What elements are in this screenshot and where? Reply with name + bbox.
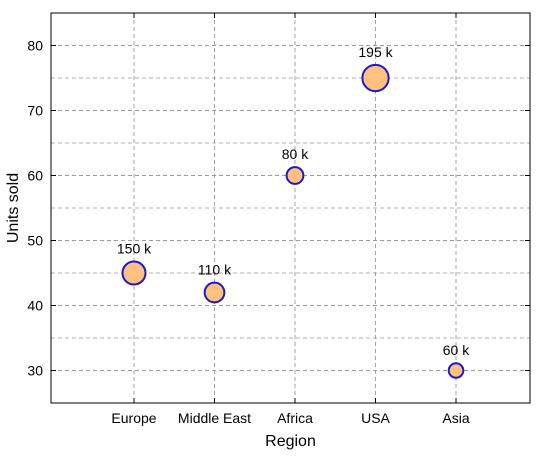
- x-tick-label: Africa: [277, 410, 313, 426]
- bubble-series: [121, 63, 465, 379]
- y-axis-ticks: 30 40 50 60 70 80: [27, 38, 530, 379]
- bubble-data-label: 110 k: [198, 262, 232, 278]
- y-axis-title: Units sold: [5, 173, 22, 243]
- x-tick-label: Asia: [442, 410, 469, 426]
- x-axis-title: Region: [265, 433, 316, 450]
- bubble-data-label: 150 k: [117, 240, 152, 256]
- y-tick-label: 30: [27, 363, 43, 379]
- bubble-data-label: 60 k: [443, 342, 470, 358]
- x-axis-ticks: Europe Middle East Africa USA Asia: [111, 13, 470, 426]
- bubble-point: [361, 63, 390, 93]
- y-tick-label: 40: [27, 298, 43, 314]
- y-tick-label: 80: [27, 38, 43, 54]
- bubble-point: [285, 166, 305, 185]
- x-tick-label: Middle East: [178, 410, 251, 426]
- bubble-point: [203, 281, 226, 304]
- minor-gridlines: [51, 77, 530, 339]
- data-labels: 150 k 110 k 80 k 195 k 60 k: [117, 44, 470, 358]
- x-tick-label: USA: [361, 410, 390, 426]
- y-tick-label: 60: [27, 168, 43, 184]
- x-tick-label: Europe: [111, 410, 156, 426]
- bubble-point: [447, 362, 465, 379]
- plot-area-frame: [50, 12, 531, 404]
- y-tick-label: 70: [27, 103, 43, 119]
- y-tick-label: 50: [27, 233, 43, 249]
- bubble-data-label: 195 k: [358, 44, 393, 60]
- bubble-data-label: 80 k: [282, 146, 309, 162]
- bubble-point: [121, 260, 147, 286]
